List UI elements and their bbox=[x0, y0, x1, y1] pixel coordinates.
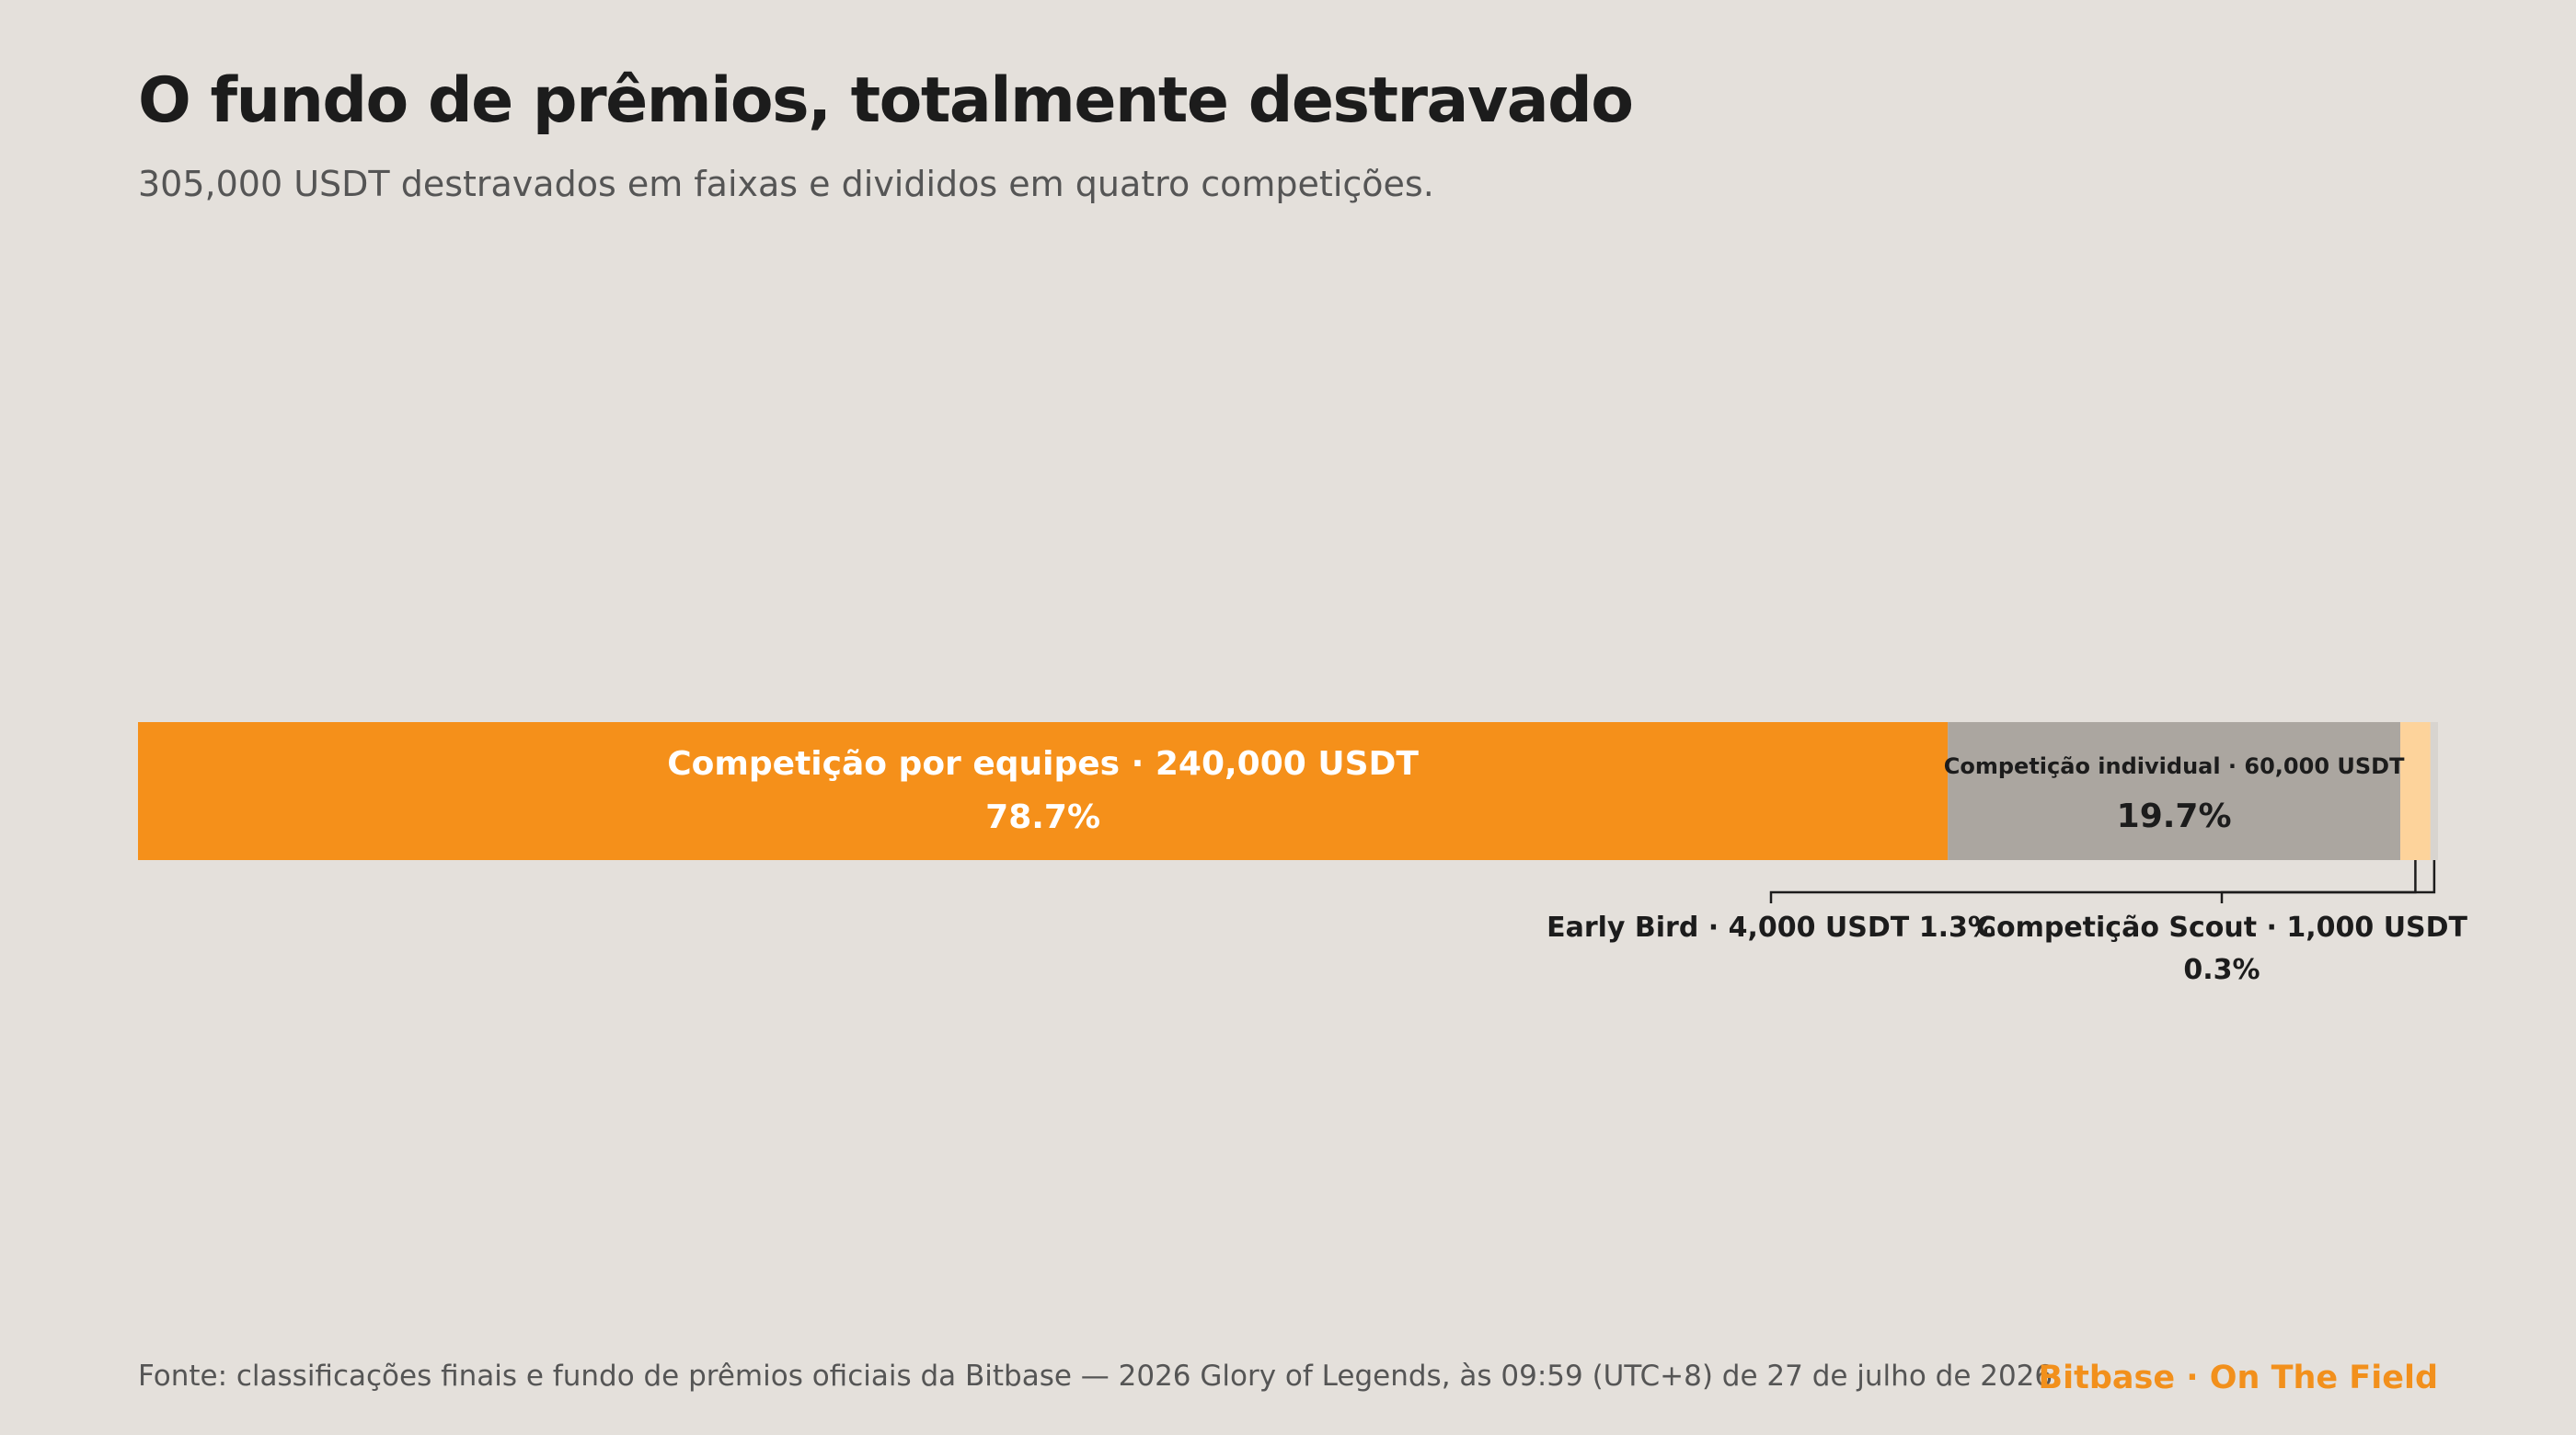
callout-leader-2 bbox=[1769, 860, 2417, 903]
brand-label: Bitbase · On The Field bbox=[2038, 1360, 2438, 1396]
chart-subtitle: 305,000 USDT destravados em faixas e div… bbox=[138, 164, 1434, 204]
segment-percent-1: 19.7% bbox=[2117, 798, 2232, 835]
bar-segment-3 bbox=[2430, 722, 2438, 860]
segment-label-0: Competição por equipes · 240,000 USDT bbox=[667, 745, 1419, 783]
segment-label-1: Competição individual · 60,000 USDT bbox=[1944, 753, 2405, 779]
bar-segment-1 bbox=[1948, 722, 2401, 860]
bar-segment-0 bbox=[138, 722, 1949, 860]
bar-segment-2 bbox=[2400, 722, 2431, 860]
callout-label-2: Early Bird · 4,000 USDT 1.3% bbox=[1547, 912, 1995, 944]
chart-title: O fundo de prêmios, totalmente destravad… bbox=[138, 64, 1634, 137]
callout-percent-3: 0.3% bbox=[2183, 954, 2260, 986]
callout-label-3: Competição Scout · 1,000 USDT bbox=[1976, 912, 2468, 944]
segment-percent-0: 78.7% bbox=[985, 798, 1100, 836]
callout-leader-3 bbox=[2220, 860, 2436, 903]
source-note: Fonte: classificações finais e fundo de … bbox=[138, 1360, 2062, 1393]
